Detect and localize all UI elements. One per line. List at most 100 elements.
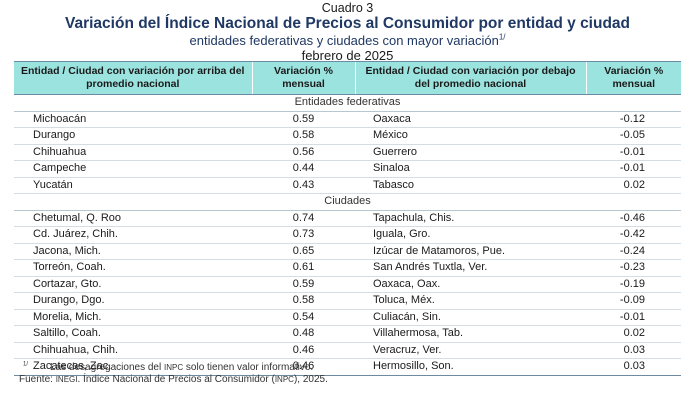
city-above-value: 0.65 (252, 243, 355, 260)
city-above-name: Zacatecas, Zac. (14, 358, 252, 376)
city-below-value: -0.23 (586, 259, 681, 277)
table-header-row: Entidad / Ciudad con variación por arrib… (14, 61, 681, 95)
table-row: Chetumal, Q. Roo 0.74 Tapachula, Chis. -0.4… (14, 210, 681, 227)
entity-above-name: Yucatán (14, 177, 252, 194)
city-above-value: 0.48 (252, 325, 355, 343)
city-below-name: Culiacán, Sin. (355, 309, 586, 326)
column-header-above-entity: Entidad / Ciudad con variación por arrib… (14, 61, 252, 95)
footnote-abbr: INPC (164, 363, 184, 372)
table-row: Zacatecas, Zac. 0.46 Hermosillo, Son. 0.03 (14, 358, 681, 376)
city-below-name: Toluca, Méx. (355, 292, 586, 310)
entity-above-value: 0.58 (252, 127, 355, 145)
footnote-1: 1/Las desagregaciones del INPC solo tien… (23, 362, 328, 374)
entity-below-value: -0.01 (586, 144, 681, 161)
entity-above-value: 0.59 (252, 111, 355, 128)
table-row: Campeche 0.44 Sinaloa -0.01 (14, 160, 681, 178)
entity-below-name: México (355, 127, 586, 145)
entity-above-value: 0.56 (252, 144, 355, 161)
table-row: Saltillo, Coah. 0.48 Villahermosa, Tab. 0.0… (14, 325, 681, 343)
entity-below-name: Sinaloa (355, 160, 586, 178)
entity-below-name: Oaxaca (355, 111, 586, 128)
city-above-name: Chetumal, Q. Roo (14, 210, 252, 227)
table-subtitle: entidades federativas y ciudades con may… (0, 33, 695, 48)
city-below-name: Veracruz, Ver. (355, 342, 586, 359)
city-below-value: 0.03 (586, 342, 681, 359)
city-below-value: -0.19 (586, 276, 681, 293)
city-above-name: Chihuahua, Chih. (14, 342, 252, 359)
source-abbr: INPC (274, 375, 294, 384)
city-below-value: -0.42 (586, 226, 681, 244)
city-below-value: -0.09 (586, 292, 681, 310)
source-text-a: . Índice Nacional de Precios al Consumid… (77, 374, 275, 385)
city-above-name: Morelia, Mich. (14, 309, 252, 326)
table-row: Morelia, Mich. 0.54 Culiacán, Sin. -0.01 (14, 309, 681, 326)
section-row-entidades: Entidades federativas (14, 94, 681, 112)
source-text-b: ), 2025. (293, 374, 328, 385)
city-above-value: 0.58 (252, 292, 355, 310)
table-row: Chihuahua 0.56 Guerrero -0.01 (14, 144, 681, 161)
subtitle-text: entidades federativas y ciudades con may… (189, 33, 499, 48)
city-above-name: Durango, Dgo. (14, 292, 252, 310)
city-below-name: Tapachula, Chis. (355, 210, 586, 227)
city-below-value: -0.01 (586, 309, 681, 326)
footnote-text-a: Las desagregaciones del (50, 362, 162, 373)
city-above-value: 0.73 (252, 226, 355, 244)
table-number: Cuadro 3 (321, 1, 374, 15)
source-org: INEGI (55, 375, 78, 384)
table-row: Durango 0.58 México -0.05 (14, 127, 681, 145)
city-below-value: -0.46 (586, 210, 681, 227)
table-title: Variación del Índice Nacional de Precios… (64, 15, 631, 32)
city-below-name: Izúcar de Matamoros, Pue. (355, 243, 586, 260)
city-below-value: 0.02 (586, 325, 681, 343)
entity-below-value: -0.01 (586, 160, 681, 178)
section-title: Ciudades (14, 193, 681, 211)
entity-above-name: Campeche (14, 160, 252, 178)
city-above-name: Cortazar, Gto. (14, 276, 252, 293)
table-row: Chihuahua, Chih. 0.46 Veracruz, Ver. 0.03 (14, 342, 681, 359)
city-above-value: 0.74 (252, 210, 355, 227)
column-header-below-entity: Entidad / Ciudad con variación por debaj… (354, 61, 586, 95)
footnote-marker: 1/ (23, 361, 29, 368)
entity-above-name: Michoacán (14, 111, 252, 128)
source-label: Fuente: (19, 374, 53, 385)
section-row-ciudades: Ciudades (14, 193, 681, 211)
entity-above-value: 0.43 (252, 177, 355, 194)
source-note: Fuente: INEGI. Índice Nacional de Precio… (19, 374, 328, 386)
entity-above-value: 0.44 (252, 160, 355, 178)
subtitle-footnote-marker: 1/ (498, 32, 506, 42)
table-row: Torreón, Coah. 0.61 San Andrés Tuxtla, Ver… (14, 259, 681, 277)
city-below-name: Hermosillo, Son. (355, 358, 586, 376)
table-row: Cd. Juárez, Chih. 0.73 Iguala, Gro. -0.42 (14, 226, 681, 244)
city-below-name: Iguala, Gro. (355, 226, 586, 244)
entity-below-name: Guerrero (355, 144, 586, 161)
entity-below-value: 0.02 (586, 177, 681, 194)
entity-below-value: -0.05 (586, 127, 681, 145)
table-row: Durango, Dgo. 0.58 Toluca, Méx. -0.09 (14, 292, 681, 310)
city-above-name: Torreón, Coah. (14, 259, 252, 277)
entity-below-name: Tabasco (355, 177, 586, 194)
table-notes: 1/Las desagregaciones del INPC solo tien… (19, 362, 328, 386)
city-above-name: Saltillo, Coah. (14, 325, 252, 343)
section-title: Entidades federativas (14, 94, 681, 112)
city-below-value: -0.24 (586, 243, 681, 260)
table-row: Jacona, Mich. 0.65 Izúcar de Matamoros, Pu… (14, 243, 681, 260)
footnote-text-b: solo tienen valor informativo. (185, 362, 314, 373)
city-above-name: Jacona, Mich. (14, 243, 252, 260)
table-heading: Cuadro 3 Variación del Índice Nacional d… (0, 0, 695, 63)
column-header-below-variation: Variación % mensual (585, 61, 681, 95)
city-below-value: 0.03 (586, 358, 681, 376)
city-below-name: Oaxaca, Oax. (355, 276, 586, 293)
city-above-value: 0.46 (252, 342, 355, 359)
city-above-value: 0.59 (252, 276, 355, 293)
column-header-above-variation: Variación % mensual (251, 61, 355, 95)
table-row: Michoacán 0.59 Oaxaca -0.12 (14, 111, 681, 128)
city-above-value: 0.54 (252, 309, 355, 326)
table-date: febrero de 2025 (301, 48, 394, 63)
city-below-name: Villahermosa, Tab. (355, 325, 586, 343)
entity-above-name: Durango (14, 127, 252, 145)
table-row: Yucatán 0.43 Tabasco 0.02 (14, 177, 681, 194)
table-row: Cortazar, Gto. 0.59 Oaxaca, Oax. -0.19 (14, 276, 681, 293)
entity-below-value: -0.12 (586, 111, 681, 128)
entity-above-name: Chihuahua (14, 144, 252, 161)
city-above-value: 0.46 (252, 358, 355, 376)
